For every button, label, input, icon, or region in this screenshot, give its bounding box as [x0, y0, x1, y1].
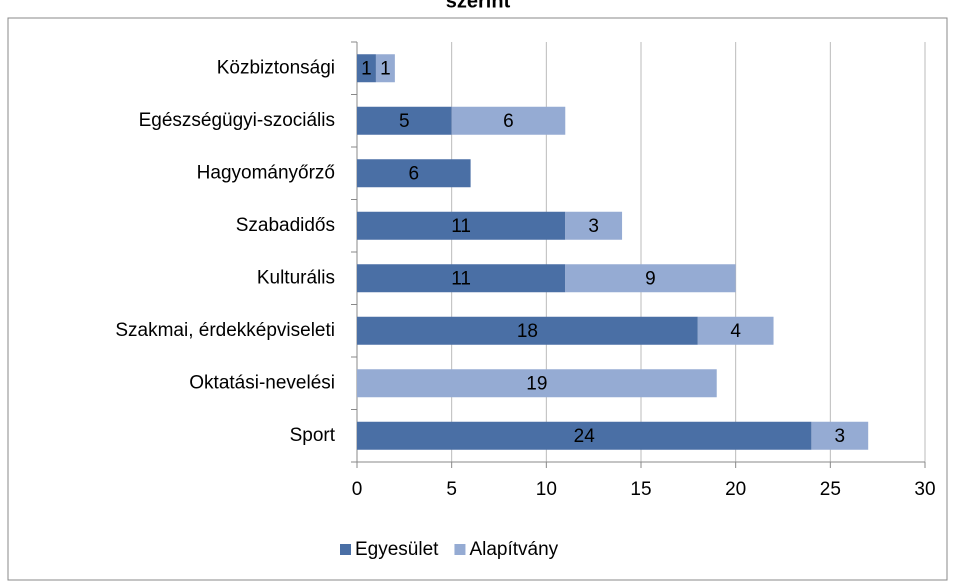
- bar: [357, 211, 566, 240]
- data-label: 11: [451, 268, 471, 289]
- y-tick-label: Egészségügyi-szociális: [139, 110, 335, 131]
- data-label: 11: [451, 216, 471, 237]
- y-tick-label: Oktatási-nevelési: [189, 372, 335, 393]
- bar: [565, 264, 736, 293]
- bar: [375, 54, 395, 83]
- data-label: 6: [503, 111, 514, 132]
- x-tick-label: 10: [536, 479, 557, 500]
- bar: [565, 211, 623, 240]
- data-label: 3: [588, 216, 599, 237]
- data-label: 1: [361, 58, 372, 79]
- chart-title: szerint: [446, 0, 511, 12]
- legend-swatch: [340, 544, 351, 555]
- legend-swatch: [454, 544, 466, 555]
- x-tick-label: 15: [630, 479, 651, 500]
- x-tick-label: 30: [914, 479, 935, 500]
- data-label: 1: [380, 58, 391, 79]
- bar: [697, 316, 774, 345]
- bar: [357, 316, 698, 345]
- y-tick-label: Közbiztonsági: [217, 57, 335, 78]
- x-tick-label: 5: [446, 479, 457, 500]
- bar: [357, 264, 566, 293]
- data-label: 24: [574, 426, 596, 447]
- legend-label: Alapítvány: [469, 539, 558, 560]
- legend-label: Egyesület: [355, 539, 439, 560]
- data-label: 3: [835, 426, 846, 447]
- data-label: 6: [409, 163, 420, 184]
- bar: [357, 106, 452, 135]
- data-label: 19: [526, 373, 547, 394]
- bar: [357, 369, 717, 398]
- data-label: 9: [645, 268, 656, 289]
- y-tick-label: Sport: [290, 425, 336, 446]
- y-tick-label: Szabadidős: [236, 215, 335, 236]
- x-tick-label: 0: [352, 479, 363, 500]
- bar: [811, 421, 869, 450]
- chart-border: [7, 17, 948, 581]
- y-tick-label: Kulturális: [257, 267, 335, 288]
- y-tick-label: Hagyományőrző: [197, 162, 335, 183]
- data-label: 18: [517, 321, 538, 342]
- x-tick-label: 25: [820, 479, 841, 500]
- data-label: 4: [730, 321, 741, 342]
- bar: [357, 54, 376, 83]
- data-label: 5: [399, 111, 410, 132]
- x-tick-label: 20: [725, 479, 746, 500]
- bar: [357, 159, 471, 188]
- bar: [451, 106, 566, 135]
- y-tick-label: Szakmai, érdekképviseleti: [115, 320, 335, 341]
- bar: [357, 421, 812, 450]
